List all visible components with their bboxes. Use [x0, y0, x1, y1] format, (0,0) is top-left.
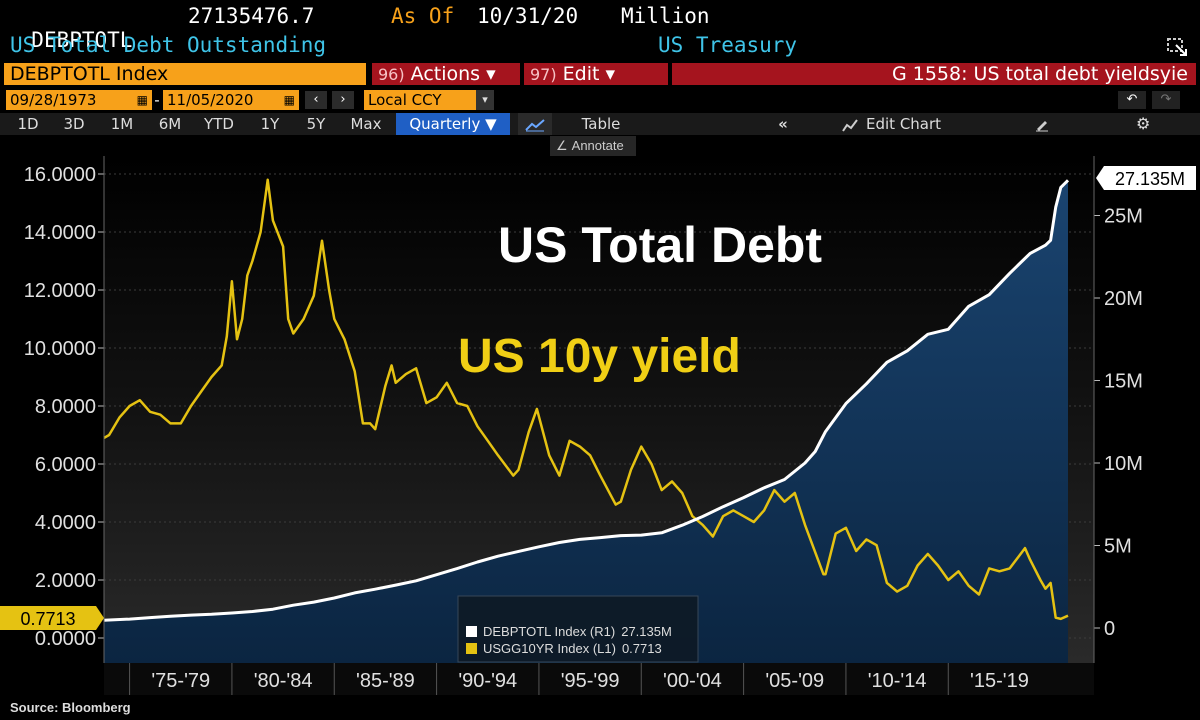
left-tick-label: 16.0000 [24, 164, 96, 186]
source-note: Source: Bloomberg [10, 700, 131, 715]
period-1y[interactable]: 1Y [260, 115, 280, 133]
right-tick-label: 5M [1104, 536, 1132, 558]
right-tick-label: 10M [1104, 453, 1143, 475]
x-tick-label: '00-'04 [663, 670, 722, 692]
x-tick-label: '75-'79 [151, 670, 210, 692]
left-tick-label: 4.0000 [35, 512, 96, 534]
calendar-icon[interactable]: ▦ [136, 93, 148, 107]
redo-icon[interactable]: ↷ [1152, 91, 1180, 109]
right-axis: 25M 20M 15M 10M 5M 0 [1093, 156, 1143, 663]
yield-last-value: 0.7713 [20, 609, 75, 629]
header-value: 27135476.7 [188, 4, 315, 28]
left-tick-label: 0.0000 [35, 628, 96, 650]
period-5y[interactable]: 5Y [306, 115, 326, 133]
right-tick-label: 15M [1104, 371, 1143, 393]
period-ytd[interactable]: YTD [204, 115, 234, 133]
edit-number: 97) [530, 65, 557, 84]
x-axis-band [104, 663, 1094, 695]
header-units: Million [621, 4, 710, 28]
currency-dropdown[interactable]: Local CCY ▾ [364, 90, 494, 110]
pencil-icon[interactable] [1034, 113, 1054, 135]
debt-last-value: 27.135M [1115, 169, 1185, 189]
debt-line [103, 179, 1070, 622]
collapse-icon[interactable]: « [778, 115, 788, 133]
right-tick-label: 0 [1104, 618, 1115, 640]
header-description: US Total Debt Outstanding [10, 33, 327, 57]
currency-label: Local CCY [368, 91, 442, 109]
period-6m[interactable]: 6M [158, 115, 182, 133]
yield-title: US 10y yield [458, 330, 741, 383]
chart-title-field[interactable]: G 1558: US total debt yieldsyie [672, 63, 1196, 85]
start-date: 09/28/1973 [10, 91, 97, 109]
left-tick-label: 8.0000 [35, 396, 96, 418]
left-tick-label: 12.0000 [24, 280, 96, 302]
toolbar: DEBPTOTL Index 96) Actions ▾ 97) Edit ▾ … [0, 62, 1200, 86]
actions-button[interactable]: 96) Actions ▾ [372, 63, 520, 85]
x-tick-label: '80-'84 [254, 670, 313, 692]
yield-last-badge: 0.7713 [0, 606, 104, 630]
period-3d[interactable]: 3D [63, 115, 85, 133]
period-max[interactable]: Max [350, 115, 382, 133]
left-tick-label: 14.0000 [24, 222, 96, 244]
right-tick-label: 25M [1104, 206, 1143, 228]
export-icon[interactable] [1166, 36, 1190, 58]
left-tick-label: 10.0000 [24, 338, 96, 360]
legend-swatch-yield [466, 643, 477, 654]
annotate-pencil-icon: ∠ [556, 138, 568, 153]
x-tick-label: '85-'89 [356, 670, 415, 692]
header-as-of-date: 10/31/20 [477, 4, 579, 28]
legend-label-yield: USGG10YR Index (L1) 0.7713 [483, 641, 662, 656]
edit-button[interactable]: 97) Edit ▾ [524, 63, 668, 85]
actions-number: 96) [378, 65, 405, 84]
header-as-of-label: As Of [391, 4, 455, 28]
x-axis: '75-'79 '80-'84 '85-'89 '90-'94 '95-'99 '00-'… [104, 663, 1094, 695]
edit-chart-button[interactable]: Edit Chart [866, 115, 942, 133]
edit-chart-icon[interactable] [842, 113, 860, 135]
frequency-dropdown[interactable]: Quarterly ▼ [396, 113, 510, 135]
debt-area [104, 180, 1068, 664]
x-tick-label: '05-'09 [765, 670, 824, 692]
prev-period-button[interactable]: ‹ [305, 91, 327, 109]
debt-title: US Total Debt [498, 217, 822, 273]
yield-line [103, 178, 1069, 621]
left-tick-label: 2.0000 [35, 570, 96, 592]
annotate-label: Annotate [571, 138, 624, 153]
right-tick-label: 20M [1104, 288, 1143, 310]
end-date-field[interactable]: 11/05/2020 ▦ [163, 90, 299, 110]
period-row: 1D 3D 1M 6M YTD 1Y 5Y Max Quarterly ▼ Ta… [0, 113, 1200, 135]
chevron-down-icon[interactable]: ▾ [476, 90, 494, 110]
next-period-button[interactable]: › [332, 91, 354, 109]
annotate-button[interactable]: ∠ Annotate [550, 136, 636, 156]
x-tick-label: '90-'94 [458, 670, 517, 692]
left-axis: 16.0000 14.0000 12.0000 10.0000 8.0000 6.0000… [24, 156, 105, 663]
table-button[interactable]: Table [581, 115, 621, 133]
end-date: 11/05/2020 [167, 91, 254, 109]
gear-icon[interactable]: ⚙ [1136, 114, 1151, 133]
undo-icon[interactable]: ↶ [1118, 91, 1146, 109]
security-field[interactable]: DEBPTOTL Index [4, 63, 366, 85]
range-separator: - [154, 91, 160, 109]
legend-label-debt: DEBPTOTL Index (R1) 27.135M [483, 624, 672, 639]
x-tick-label: '10-'14 [868, 670, 927, 692]
actions-label: Actions ▾ [410, 63, 496, 85]
header-line: DEBPTOTL [6, 4, 132, 52]
legend-swatch-debt [466, 626, 477, 637]
start-date-field[interactable]: 09/28/1973 ▦ [6, 90, 152, 110]
edit-label: Edit ▾ [562, 63, 616, 85]
header-source: US Treasury [658, 33, 798, 57]
period-1m[interactable]: 1M [110, 115, 134, 133]
debt-last-badge: 27.135M [1096, 166, 1196, 190]
x-tick-label: '15-'19 [970, 670, 1029, 692]
header-ticker: DEBPTOTL [31, 28, 133, 52]
line-chart-icon[interactable] [518, 113, 552, 135]
x-tick-label: '95-'99 [561, 670, 620, 692]
date-range-row: 09/28/1973 ▦ - 11/05/2020 ▦ ‹ › Local CC… [0, 90, 1200, 110]
legend: DEBPTOTL Index (R1) 27.135M USGG10YR Inde… [457, 595, 699, 663]
left-tick-label: 6.0000 [35, 454, 96, 476]
calendar-icon[interactable]: ▦ [283, 93, 295, 107]
period-1d[interactable]: 1D [17, 115, 39, 133]
